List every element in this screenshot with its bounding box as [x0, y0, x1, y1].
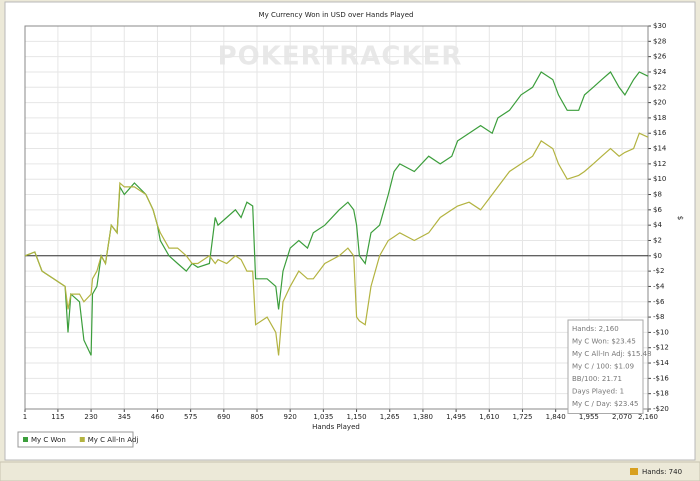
info-line: My C Won: $23.45 [572, 338, 636, 346]
y-tick-label: $10 [653, 175, 666, 183]
y-tick-label: -$10 [653, 328, 669, 336]
x-tick-label: 230 [84, 413, 97, 421]
legend-label: My C Won [31, 436, 66, 444]
status-text: Hands: 740 [642, 468, 682, 476]
y-axis-label: $ [676, 216, 684, 220]
x-tick-label: 1,265 [380, 413, 400, 421]
x-tick-label: 1,035 [313, 413, 333, 421]
x-tick-label: 460 [151, 413, 164, 421]
x-tick-label: 920 [283, 413, 296, 421]
x-tick-label: 805 [250, 413, 263, 421]
plot-frame [24, 25, 649, 410]
info-line: My C / Day: $23.45 [572, 400, 639, 408]
legend [17, 431, 134, 448]
y-tick-label: -$8 [653, 313, 664, 321]
x-tick-label: 1,955 [579, 413, 599, 421]
x-tick-label: 690 [217, 413, 230, 421]
y-tick-label: -$18 [653, 390, 669, 398]
y-tick-label: $18 [653, 114, 666, 122]
y-tick-label: -$6 [653, 298, 665, 306]
x-tick-label: 2,160 [638, 413, 658, 421]
x-tick-label: 1,610 [479, 413, 499, 421]
y-tick-label: $4 [653, 221, 662, 229]
x-axis-label: Hands Played [312, 423, 360, 431]
x-tick-label: 1,495 [446, 413, 466, 421]
y-tick-label: $14 [653, 145, 667, 153]
x-tick-label: 1,380 [413, 413, 433, 421]
info-box [567, 319, 644, 414]
x-tick-label: 1,840 [546, 413, 566, 421]
x-tick-label: 345 [118, 413, 131, 421]
y-tick-label: -$14 [653, 359, 669, 367]
y-tick-label: $8 [653, 191, 662, 199]
y-tick-label: -$4 [653, 282, 665, 290]
y-tick-label: $12 [653, 160, 666, 168]
legend-swatch [23, 437, 28, 442]
legend-label: My C All-In Adj [88, 436, 139, 444]
y-tick-label: $22 [653, 83, 666, 91]
info-line: BB/100: 21.71 [572, 375, 622, 383]
y-tick-label: $2 [653, 236, 662, 244]
status-bar [0, 461, 700, 481]
info-line: Days Played: 1 [572, 388, 624, 396]
y-tick-label: $0 [653, 252, 662, 260]
chart-title: My Currency Won in USD over Hands Played [259, 11, 414, 19]
series-line [24, 132, 649, 356]
info-line: Hands: 2,160 [572, 325, 619, 333]
info-line: My C / 100: $1.09 [572, 363, 634, 371]
y-tick-label: $30 [653, 22, 666, 30]
y-tick-label: $20 [653, 99, 666, 107]
x-tick-label: 575 [184, 413, 197, 421]
x-tick-label: 2,070 [612, 413, 632, 421]
x-tick-label: 1,150 [347, 413, 367, 421]
y-tick-label: $6 [653, 206, 662, 214]
y-tick-label: -$16 [653, 374, 669, 382]
y-tick-label: -$12 [653, 344, 669, 352]
x-tick-label: 115 [51, 413, 64, 421]
x-tick-label: 1,725 [512, 413, 532, 421]
legend-swatch [79, 437, 85, 442]
y-tick-label: $26 [653, 53, 667, 61]
y-tick-label: $28 [653, 37, 666, 45]
y-tick-label: $24 [653, 68, 667, 76]
y-tick-label: $16 [653, 129, 667, 137]
y-tick-label: -$20 [653, 405, 669, 413]
info-line: My C All-In Adj: $15.48 [572, 350, 652, 358]
y-tick-label: -$2 [653, 267, 664, 275]
x-tick-label: 1 [23, 413, 27, 421]
status-icon [630, 468, 638, 475]
